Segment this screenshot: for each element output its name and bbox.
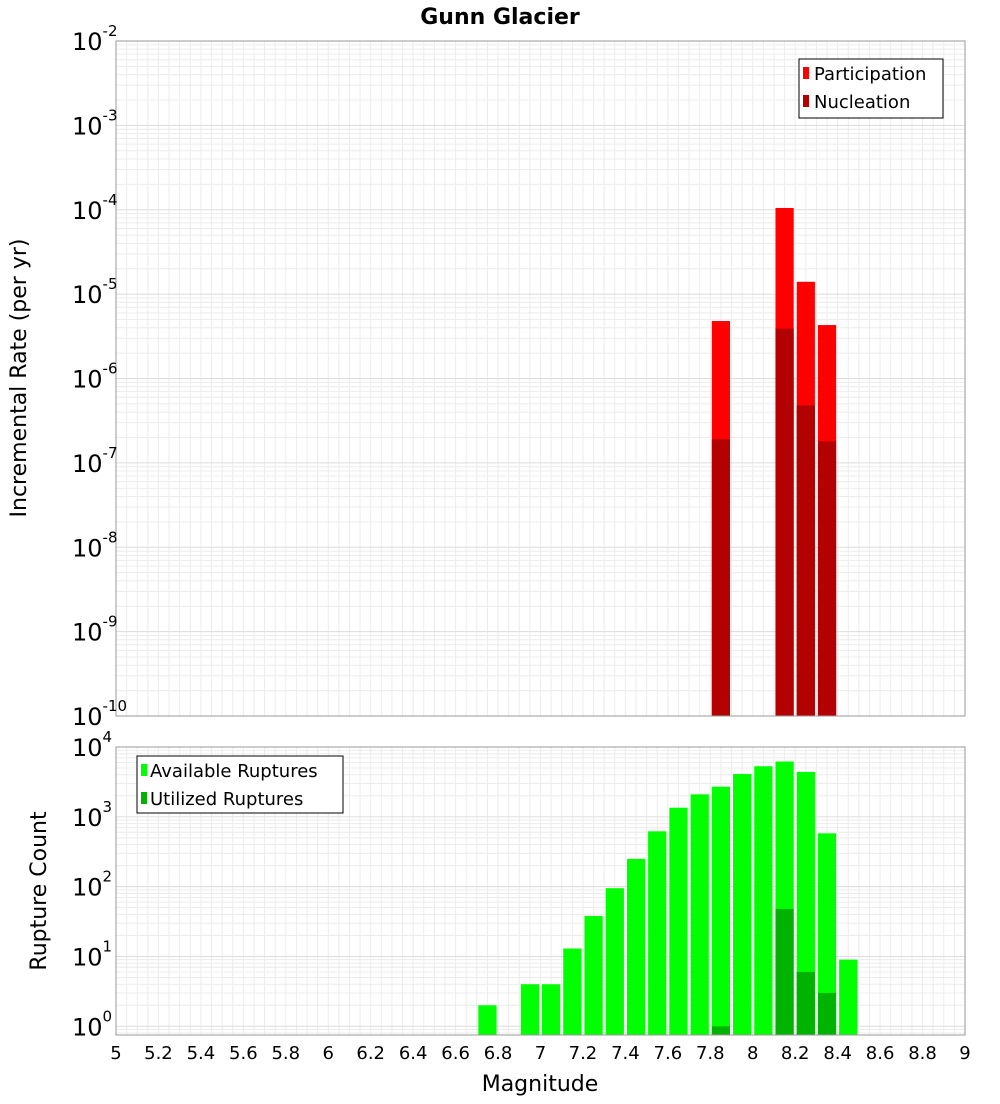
legend-swatch-nucleation bbox=[803, 95, 809, 107]
bottom-bar-available-ruptures bbox=[796, 771, 815, 1035]
top-y-tick-label: 10-9 bbox=[72, 613, 118, 647]
bottom-bar-available-ruptures bbox=[648, 831, 667, 1035]
top-legend-box bbox=[798, 58, 944, 119]
bottom-plot-bars bbox=[478, 761, 858, 1035]
x-tick-label: 9 bbox=[959, 1043, 970, 1064]
bottom-bar-utilized-ruptures bbox=[817, 992, 837, 1035]
top-y-tick-label: 10-2 bbox=[72, 22, 118, 56]
bottom-bar-available-ruptures bbox=[817, 833, 837, 1035]
legend-label-nucleation: Nucleation bbox=[814, 92, 910, 113]
x-tick-label: 7.8 bbox=[696, 1043, 725, 1064]
x-tick-label: 6.4 bbox=[399, 1043, 428, 1064]
bottom-legend-box bbox=[136, 755, 344, 814]
legend-swatch-available-ruptures bbox=[141, 764, 147, 776]
x-tick-label: 5.8 bbox=[271, 1043, 300, 1064]
legend-label-participation: Participation bbox=[814, 64, 926, 85]
x-tick-label: 5.2 bbox=[144, 1043, 173, 1064]
bottom-y-tick-label: 100 bbox=[72, 1007, 112, 1041]
bottom-bar-utilized-ruptures bbox=[796, 971, 815, 1035]
top-y-tick-label: 10-6 bbox=[72, 360, 118, 394]
bottom-y-tick-label: 102 bbox=[72, 868, 112, 902]
bottom-bar-available-ruptures bbox=[669, 807, 688, 1035]
bottom-bar-available-ruptures bbox=[520, 984, 539, 1035]
x-tick-labels: 5 5.2 5.4 5.6 5.8 6 6.2 6.4 6.6 6.8 7 7.2 7.4 7.6 7.8 8… bbox=[110, 1043, 970, 1064]
bottom-y-tick-label: 104 bbox=[72, 728, 112, 762]
top-bar-nucleation bbox=[711, 439, 731, 716]
bottom-y-tick-labels: 100 101 102 103 104 bbox=[72, 728, 112, 1041]
bottom-bar-available-ruptures bbox=[626, 858, 646, 1035]
top-plot-frame bbox=[115, 40, 966, 717]
bottom-bar-utilized-ruptures bbox=[711, 1026, 731, 1035]
legend-label-utilized-ruptures: Utilized Ruptures bbox=[150, 789, 303, 810]
x-tick-label: 6 bbox=[323, 1043, 334, 1064]
bottom-bar-available-ruptures bbox=[733, 774, 752, 1035]
top-y-tick-label: 10-4 bbox=[72, 191, 118, 225]
bottom-y-tick-label: 103 bbox=[72, 798, 112, 832]
top-bar-nucleation bbox=[796, 405, 815, 716]
bottom-bar-available-ruptures bbox=[542, 984, 561, 1035]
bottom-bar-utilized-ruptures bbox=[775, 908, 794, 1035]
top-plot-grid bbox=[115, 40, 965, 717]
top-plot-bars bbox=[711, 207, 837, 716]
x-tick-label: 7.4 bbox=[611, 1043, 640, 1064]
x-tick-label: 8.6 bbox=[866, 1043, 895, 1064]
x-tick-label: 5.4 bbox=[187, 1043, 216, 1064]
x-tick-label: 7.2 bbox=[569, 1043, 598, 1064]
bottom-bar-available-ruptures bbox=[478, 1005, 497, 1035]
x-tick-label: 7 bbox=[535, 1043, 546, 1064]
top-y-tick-label: 10-8 bbox=[72, 528, 118, 562]
x-tick-label: 6.2 bbox=[356, 1043, 385, 1064]
bottom-bar-available-ruptures bbox=[754, 766, 773, 1035]
legend-swatch-utilized-ruptures bbox=[141, 792, 147, 804]
bottom-plot-frame bbox=[115, 746, 966, 1036]
x-tick-label: 6.8 bbox=[484, 1043, 513, 1064]
x-tick-label: 5 bbox=[110, 1043, 121, 1064]
x-tick-label: 8.4 bbox=[823, 1043, 852, 1064]
bottom-bar-available-ruptures bbox=[839, 959, 858, 1035]
bottom-bar-available-ruptures bbox=[605, 888, 624, 1035]
x-tick-label: 8.2 bbox=[781, 1043, 810, 1064]
top-legend: Participation Nucleation bbox=[798, 58, 944, 119]
top-y-tick-label: 10-7 bbox=[72, 444, 118, 478]
x-tick-label: 8 bbox=[747, 1043, 758, 1064]
legend-swatch-participation bbox=[803, 67, 809, 79]
bottom-bar-available-ruptures bbox=[690, 794, 709, 1035]
top-bar-nucleation bbox=[817, 441, 837, 716]
bottom-y-tick-label: 101 bbox=[72, 937, 112, 971]
top-y-tick-label: 10-3 bbox=[72, 106, 118, 140]
bottom-legend: Available Ruptures Utilized Ruptures bbox=[136, 755, 344, 814]
top-y-tick-labels: 10-10 10-9 10-8 10-7 10-6 10-5 10-4 10-3 10-2 bbox=[72, 22, 127, 731]
top-y-tick-label: 10-10 bbox=[72, 697, 127, 731]
x-tick-label: 6.6 bbox=[441, 1043, 470, 1064]
x-tick-label: 5.6 bbox=[229, 1043, 258, 1064]
top-y-axis-label: Incremental Rate (per yr) bbox=[7, 239, 32, 518]
top-y-tick-label: 10-5 bbox=[72, 275, 118, 309]
bottom-bar-available-ruptures bbox=[563, 948, 582, 1035]
bottom-y-axis-label: Rupture Count bbox=[27, 811, 52, 971]
bottom-bar-available-ruptures bbox=[711, 786, 731, 1035]
x-tick-label: 8.8 bbox=[908, 1043, 937, 1064]
x-axis-label: Magnitude bbox=[482, 1072, 599, 1097]
chart-title: Gunn Glacier bbox=[420, 5, 580, 30]
legend-label-available-ruptures: Available Ruptures bbox=[150, 761, 318, 782]
x-tick-label: 7.6 bbox=[654, 1043, 683, 1064]
bottom-bar-available-ruptures bbox=[584, 915, 603, 1035]
top-bar-nucleation bbox=[775, 328, 794, 716]
